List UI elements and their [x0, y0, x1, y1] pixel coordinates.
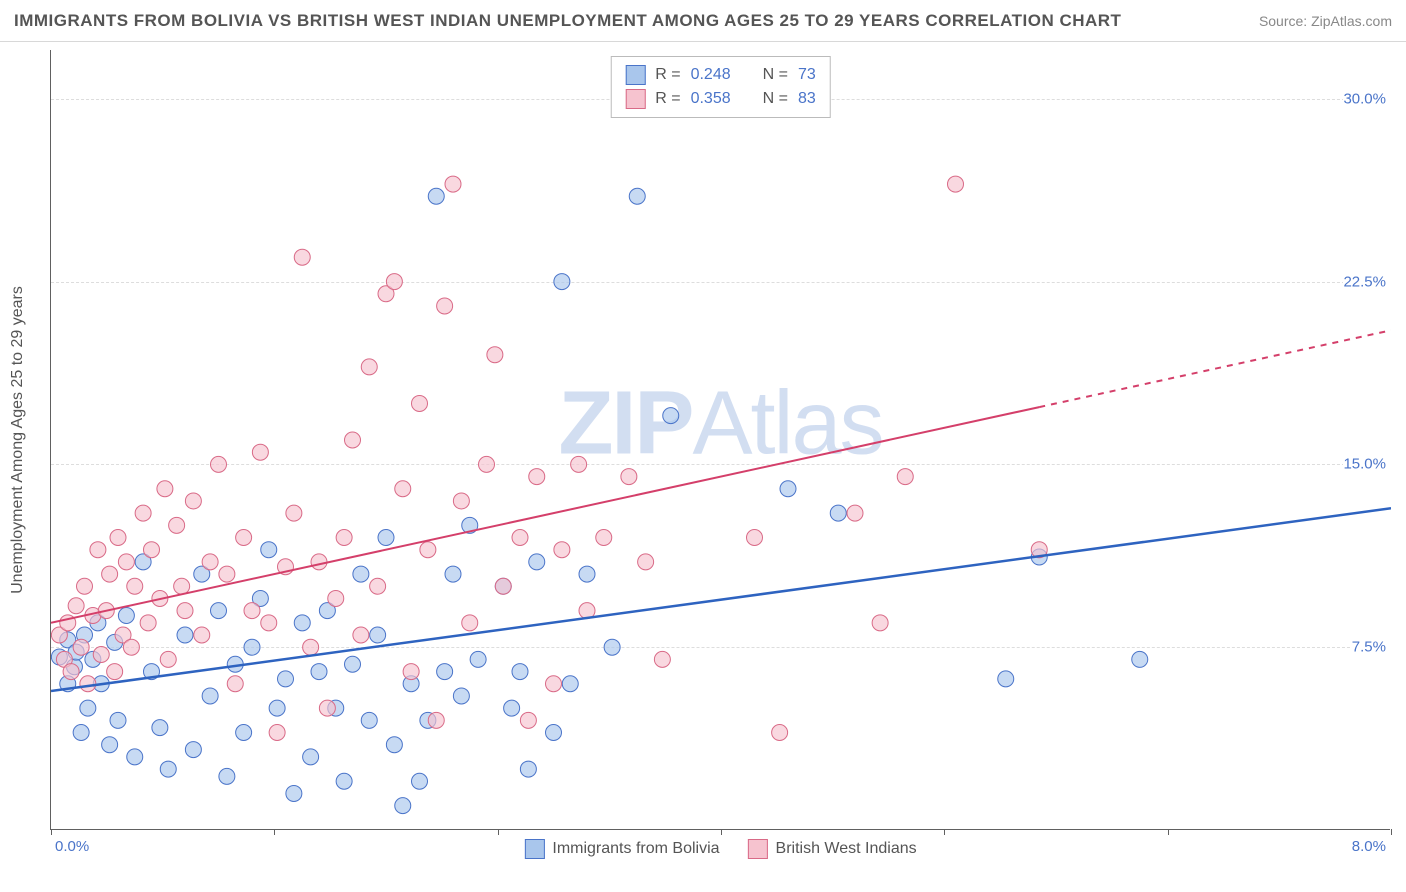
stats-legend-row: R = 0.248 N = 73 — [625, 63, 816, 87]
r-value: 0.358 — [691, 90, 731, 108]
stats-legend: R = 0.248 N = 73 R = 0.358 N = 83 — [610, 56, 831, 118]
plot-region: ZIPAtlas 7.5%15.0%22.5%30.0% R =0.248N =… — [50, 50, 1390, 830]
n-value: 83 — [798, 90, 816, 108]
r-label: R = — [655, 66, 680, 84]
x-tick — [1391, 829, 1392, 835]
legend-swatch — [524, 839, 544, 859]
trend-lines — [51, 50, 1391, 830]
trend-line-bwi — [51, 407, 1039, 623]
legend-swatch — [625, 65, 645, 85]
series-legend-label: Immigrants from Bolivia — [552, 840, 719, 858]
y-axis-title: Unemployment Among Ages 25 to 29 years — [9, 286, 27, 594]
stats-legend-row: R = 0.358 N = 83 — [625, 87, 816, 111]
trend-line-bolivia — [51, 508, 1391, 691]
chart-title: IMMIGRANTS FROM BOLIVIA VS BRITISH WEST … — [14, 11, 1121, 31]
series-legend-label: British West Indians — [776, 840, 917, 858]
header: IMMIGRANTS FROM BOLIVIA VS BRITISH WEST … — [0, 0, 1406, 42]
source-label: Source: ZipAtlas.com — [1259, 13, 1392, 29]
trend-line-bwi-dashed — [1039, 330, 1391, 407]
n-value: 73 — [798, 66, 816, 84]
series-legend-item: Immigrants from Bolivia — [524, 839, 719, 859]
n-label: N = — [763, 66, 788, 84]
series-legend: Immigrants from Bolivia British West Indi… — [524, 839, 916, 859]
legend-swatch — [625, 89, 645, 109]
n-label: N = — [763, 90, 788, 108]
x-axis-max-label: 8.0% — [1352, 838, 1386, 855]
r-label: R = — [655, 90, 680, 108]
x-axis-min-label: 0.0% — [55, 838, 89, 855]
chart-area: Unemployment Among Ages 25 to 29 years Z… — [50, 50, 1390, 830]
series-legend-item: British West Indians — [748, 839, 917, 859]
r-value: 0.248 — [691, 66, 731, 84]
legend-swatch — [748, 839, 768, 859]
